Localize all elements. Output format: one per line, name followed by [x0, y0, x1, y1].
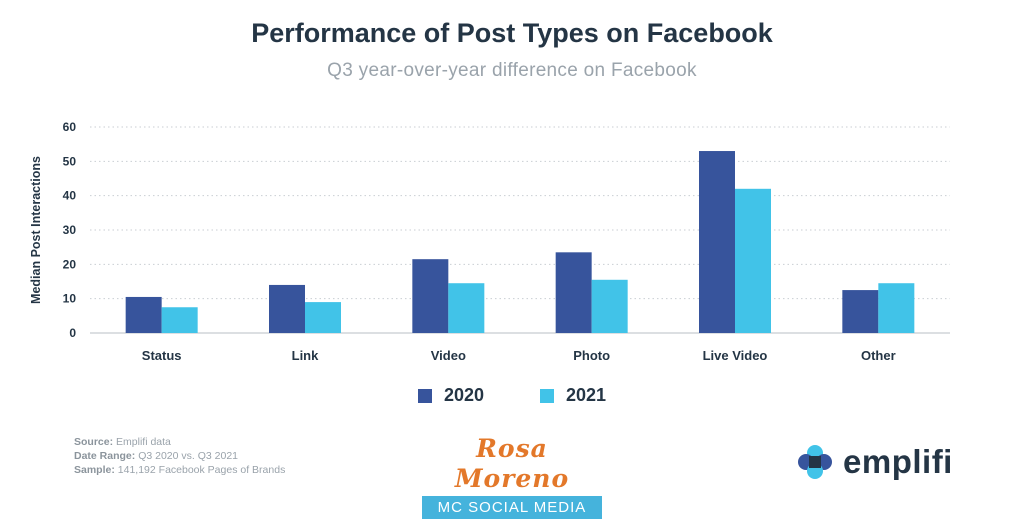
- legend-item-2020: 2020: [417, 385, 484, 406]
- legend-swatch-2020: [417, 388, 432, 403]
- emplifi-logo-icon: [798, 445, 832, 479]
- legend-swatch-2021: [540, 388, 554, 403]
- y-tick-label: 10: [63, 292, 77, 306]
- bar-link-2020: [269, 284, 305, 333]
- bar-other-2021: [878, 283, 915, 333]
- legend: 2020 2021: [0, 385, 1024, 406]
- legend-label-2020: 2020: [443, 385, 484, 405]
- bar-status-2021: [161, 307, 198, 333]
- x-tick-label: Link: [292, 348, 319, 363]
- legend-label-2021: 2021: [566, 385, 607, 405]
- bar-photo-2020: [555, 252, 592, 333]
- watermark: Rosa Moreno MC SOCIAL MEDIA: [422, 434, 602, 519]
- footnote-date-range: Date Range: Q3 2020 vs. Q3 2021: [74, 450, 239, 462]
- x-tick-label: Photo: [573, 348, 610, 363]
- chart-subtitle: Q3 year-over-year difference on Facebook: [327, 60, 697, 81]
- x-tick-label: Status: [142, 348, 182, 363]
- y-tick-label: 30: [63, 223, 77, 237]
- bar-status-2020: [125, 296, 162, 333]
- footnote-sample: Sample: 141,192 Facebook Pages of Brands: [74, 464, 286, 476]
- y-tick-label: 20: [63, 257, 77, 271]
- bar-link-2021: [305, 302, 341, 333]
- chart-title: Performance of Post Types on Facebook: [251, 18, 773, 48]
- y-axis-label: Median Post Interactions: [29, 156, 43, 304]
- watermark-tagline: MC SOCIAL MEDIA: [422, 496, 602, 519]
- bar-live-video-2021: [735, 188, 771, 333]
- y-tick-label: 40: [63, 189, 77, 203]
- bar-other-2020: [842, 290, 879, 333]
- bar-video-2020: [412, 259, 449, 333]
- bar-photo-2021: [591, 279, 628, 333]
- y-tick-label: 0: [69, 326, 76, 340]
- y-tick-label: 50: [63, 154, 77, 168]
- bar-video-2021: [448, 283, 485, 333]
- bar-live-video-2020: [699, 151, 735, 333]
- logo-text: emplifi: [843, 443, 953, 480]
- legend-item-2021: 2021: [540, 385, 606, 406]
- x-tick-label: Live Video: [703, 348, 768, 363]
- x-tick-label: Other: [861, 348, 896, 363]
- emplifi-logo: emplifi: [795, 442, 953, 482]
- chart-footnote: Source: Emplifi data Date Range: Q3 2020…: [74, 435, 285, 477]
- footnote-source: Source: Emplifi data: [74, 436, 171, 448]
- watermark-name: Rosa Moreno: [454, 434, 570, 493]
- y-tick-label: 60: [63, 120, 77, 134]
- x-tick-label: Video: [431, 348, 466, 363]
